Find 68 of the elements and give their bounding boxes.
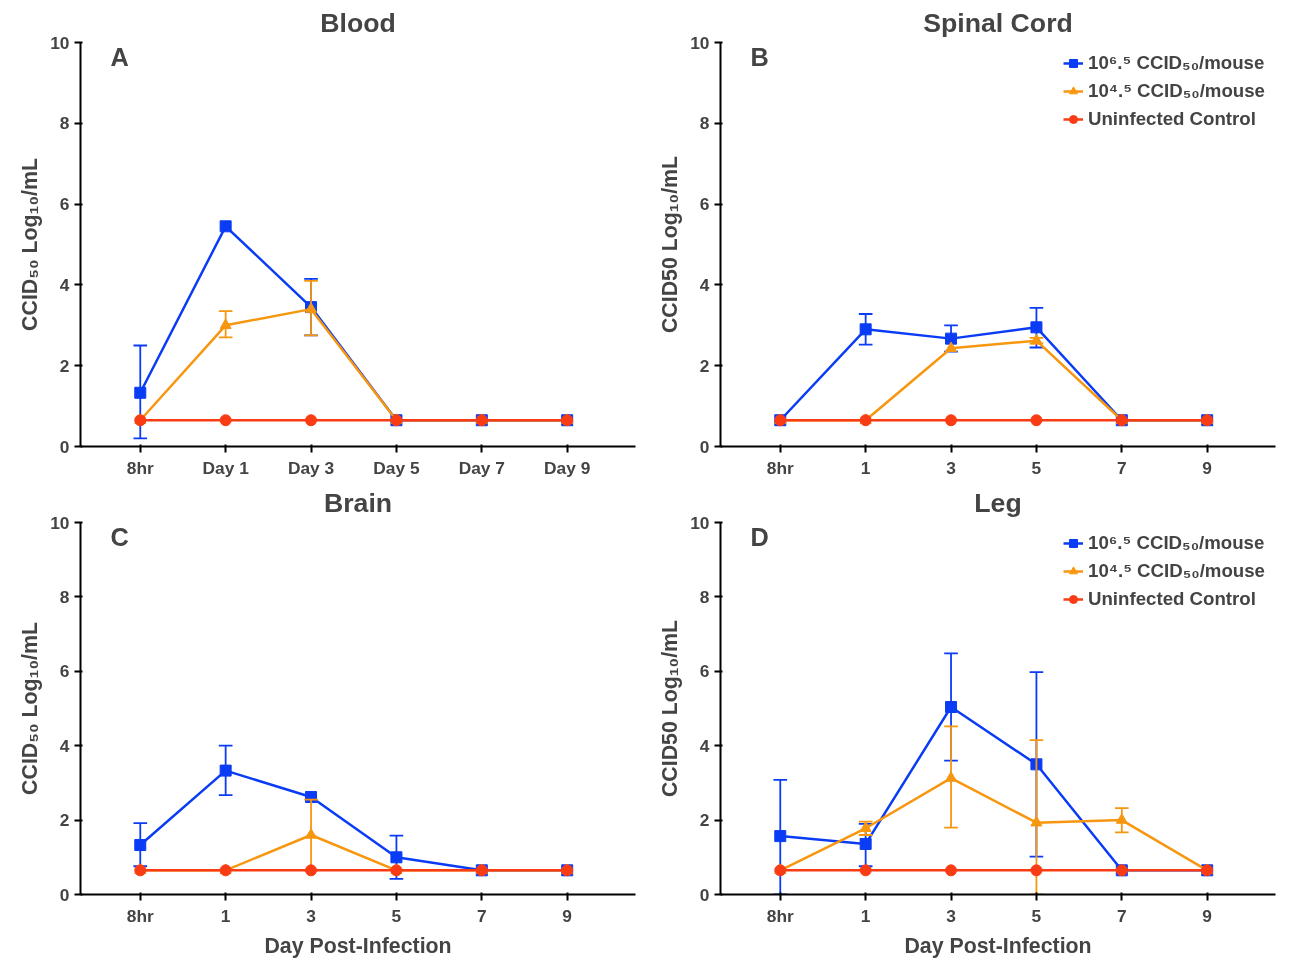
- y-tick-label: 6: [59, 661, 70, 682]
- x-tick-label: 1: [220, 905, 231, 926]
- y-tick-label: 4: [699, 274, 710, 295]
- x-tick-label: 1: [860, 905, 871, 926]
- annotation: D: [750, 522, 769, 551]
- x-tick-label: 7: [1116, 905, 1127, 926]
- x-tick-label: 9: [1202, 905, 1213, 926]
- x-tick-label: Day 3: [287, 457, 335, 478]
- annotation: A: [110, 42, 129, 71]
- x-tick-label: 5: [391, 905, 402, 926]
- y-tick-label: 2: [59, 355, 70, 376]
- y-axis-title: CCID50 Log₁₀/mL: [658, 619, 683, 798]
- x-tick-label: 3: [946, 905, 957, 926]
- y-tick-label: 2: [59, 810, 70, 831]
- legend-label: Uninfected Control: [1088, 108, 1256, 130]
- y-tick-label: 8: [59, 113, 70, 134]
- x-tick-label: Day 1: [202, 457, 250, 478]
- chart-title: Blood: [320, 7, 396, 38]
- y-tick-label: 10: [50, 512, 70, 533]
- x-tick-label: 1: [860, 457, 871, 478]
- y-tick-label: 2: [699, 355, 710, 376]
- legend-label: 10⁶.⁵ CCID₅₀/mouse: [1088, 532, 1265, 554]
- x-tick-label: 9: [1202, 457, 1213, 478]
- y-axis-title: CCID50 Log₁₀/mL: [658, 155, 683, 334]
- legend-label: 10⁴.⁵ CCID₅₀/mouse: [1088, 80, 1265, 102]
- legend-label: 10⁶.⁵ CCID₅₀/mouse: [1088, 52, 1265, 74]
- y-tick-label: 4: [59, 274, 70, 295]
- x-tick-label: 5: [1031, 457, 1042, 478]
- y-tick-label: 6: [699, 661, 710, 682]
- y-tick-label: 0: [699, 436, 710, 457]
- x-tick-label: 7: [476, 905, 487, 926]
- x-tick-label: 9: [562, 905, 573, 926]
- y-tick-label: 10: [690, 512, 710, 533]
- legend-label: Uninfected Control: [1088, 588, 1256, 610]
- y-tick-label: 6: [699, 194, 710, 215]
- y-tick-label: 0: [59, 436, 70, 457]
- y-tick-label: 2: [699, 810, 710, 831]
- legend-label: 10⁴.⁵ CCID₅₀/mouse: [1088, 560, 1265, 582]
- y-axis-title: CCID₅₀ Log₁₀/mL: [18, 158, 43, 331]
- x-tick-label: 7: [1116, 457, 1127, 478]
- x-tick-label: Day 9: [544, 457, 591, 478]
- chart-title: Spinal Cord: [923, 7, 1073, 38]
- y-tick-label: 10: [50, 32, 70, 53]
- y-tick-label: 0: [59, 884, 70, 905]
- y-tick-label: 10: [690, 32, 710, 53]
- x-tick-label: 8hr: [126, 905, 155, 926]
- x-tick-label: Day 7: [458, 457, 505, 478]
- x-tick-label: 8hr: [126, 457, 155, 478]
- x-tick-label: Day 5: [373, 457, 420, 478]
- x-tick-label: 3: [306, 905, 317, 926]
- x-tick-label: 5: [1031, 905, 1042, 926]
- x-axis-title: Day Post-Infection: [264, 933, 452, 958]
- chart-title: Brain: [323, 487, 393, 518]
- chart-title: Leg: [974, 487, 1022, 518]
- x-axis-title: Day Post-Infection: [904, 933, 1092, 958]
- y-axis-title: CCID₅₀ Log₁₀/mL: [18, 622, 43, 795]
- annotation: B: [750, 42, 769, 71]
- y-tick-label: 4: [59, 735, 70, 756]
- x-tick-label: 8hr: [766, 457, 795, 478]
- y-tick-label: 8: [699, 113, 710, 134]
- y-tick-label: 8: [699, 586, 710, 607]
- x-tick-label: 8hr: [766, 905, 795, 926]
- y-tick-label: 8: [59, 586, 70, 607]
- y-tick-label: 6: [59, 194, 70, 215]
- y-tick-label: 0: [699, 884, 710, 905]
- x-tick-label: 3: [946, 457, 957, 478]
- annotation: C: [110, 522, 129, 551]
- y-tick-label: 4: [699, 735, 710, 756]
